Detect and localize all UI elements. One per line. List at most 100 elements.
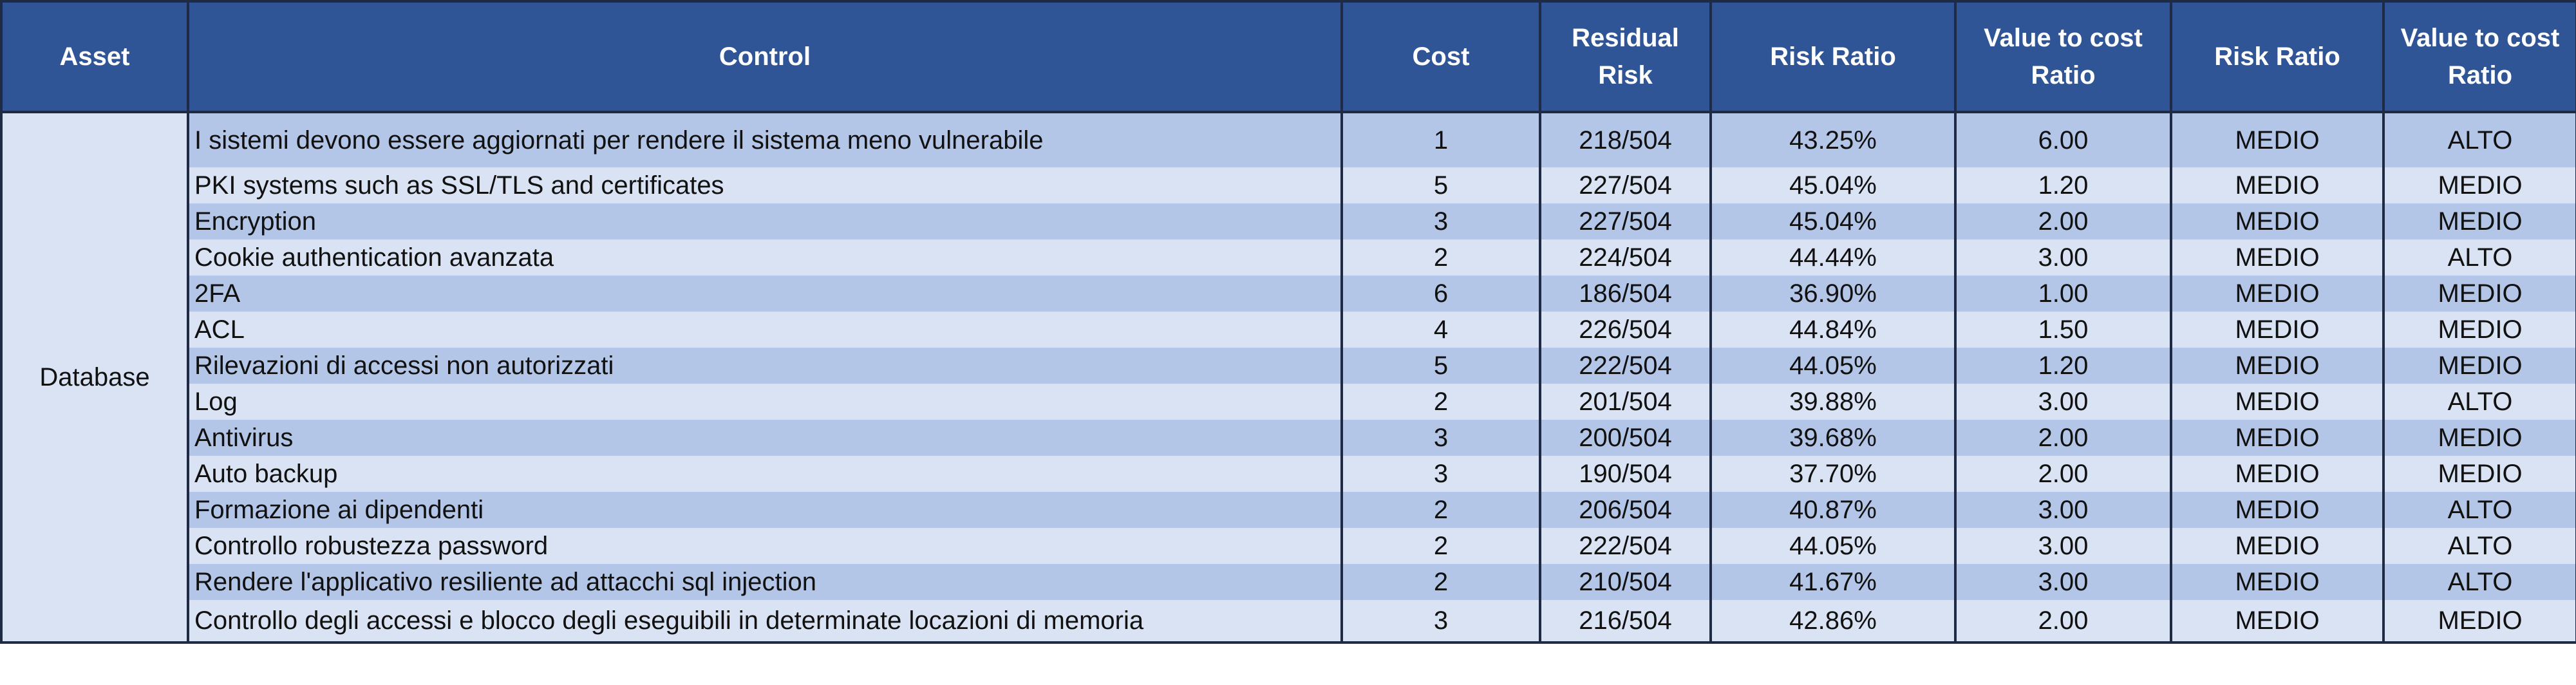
cell-risk-ratio: 37.70% bbox=[1709, 456, 1957, 492]
cell-value-to-cost-level: ALTO bbox=[2382, 112, 2576, 167]
cell-control: Formazione ai dipendenti bbox=[187, 492, 1343, 528]
cell-cost: 2 bbox=[1340, 492, 1541, 528]
cell-risk-ratio: 44.05% bbox=[1709, 348, 1957, 384]
cell-cost: 2 bbox=[1340, 528, 1541, 564]
cell-cost: 6 bbox=[1340, 276, 1541, 312]
cell-residual-risk: 222/504 bbox=[1539, 528, 1712, 564]
cell-control: I sistemi devono essere aggiornati per r… bbox=[187, 112, 1343, 167]
cell-risk-level: MEDIO bbox=[2170, 600, 2385, 644]
header-residual-risk: Residual Risk bbox=[1539, 0, 1712, 113]
cell-residual-risk: 227/504 bbox=[1539, 203, 1712, 239]
cell-value-to-cost-ratio: 2.00 bbox=[1954, 203, 2172, 239]
table-row: Auto backup 3 190/504 37.70% 2.00 MEDIO MEDIO bbox=[1, 456, 2576, 492]
cell-risk-level: MEDIO bbox=[2170, 456, 2385, 492]
cell-risk-level: MEDIO bbox=[2170, 348, 2385, 384]
cell-value-to-cost-level: MEDIO bbox=[2382, 420, 2576, 456]
table-row: Antivirus 3 200/504 39.68% 2.00 MEDIO MEDIO bbox=[1, 420, 2576, 456]
cell-value-to-cost-level: MEDIO bbox=[2382, 456, 2576, 492]
cell-asset: Database bbox=[0, 112, 189, 644]
cell-control: Controllo robustezza password bbox=[187, 528, 1343, 564]
cell-control: PKI systems such as SSL/TLS and certific… bbox=[187, 167, 1343, 203]
table-row: ACL 4 226/504 44.84% 1.50 MEDIO MEDIO bbox=[1, 312, 2576, 348]
cell-value-to-cost-ratio: 3.00 bbox=[1954, 239, 2172, 276]
cell-risk-level: MEDIO bbox=[2170, 528, 2385, 564]
cell-risk-ratio: 42.86% bbox=[1709, 600, 1957, 644]
cell-residual-risk: 216/504 bbox=[1539, 600, 1712, 644]
cell-risk-level: MEDIO bbox=[2170, 564, 2385, 600]
cell-value-to-cost-level: ALTO bbox=[2382, 384, 2576, 420]
cell-control: Controllo degli accessi e blocco degli e… bbox=[187, 600, 1343, 644]
cell-risk-level: MEDIO bbox=[2170, 167, 2385, 203]
cell-residual-risk: 206/504 bbox=[1539, 492, 1712, 528]
cell-control: Rendere l'applicativo resiliente ad atta… bbox=[187, 564, 1343, 600]
cell-risk-level: MEDIO bbox=[2170, 112, 2385, 167]
cell-cost: 3 bbox=[1340, 203, 1541, 239]
cell-risk-ratio: 44.84% bbox=[1709, 312, 1957, 348]
cell-control: Antivirus bbox=[187, 420, 1343, 456]
cell-cost: 2 bbox=[1340, 564, 1541, 600]
cell-value-to-cost-ratio: 6.00 bbox=[1954, 112, 2172, 167]
cell-cost: 2 bbox=[1340, 384, 1541, 420]
cell-risk-level: MEDIO bbox=[2170, 384, 2385, 420]
header-value-to-cost-ratio: Value to cost Ratio bbox=[1954, 0, 2172, 113]
cell-risk-level: MEDIO bbox=[2170, 420, 2385, 456]
header-row: Asset Control Cost Residual Risk Risk Ra… bbox=[0, 0, 2576, 113]
cell-value-to-cost-level: MEDIO bbox=[2382, 348, 2576, 384]
cell-risk-level: MEDIO bbox=[2170, 312, 2385, 348]
cell-risk-ratio: 36.90% bbox=[1709, 276, 1957, 312]
table-row: Controllo robustezza password 2 222/504 44.… bbox=[1, 528, 2576, 564]
header-cost: Cost bbox=[1340, 0, 1541, 113]
cell-control: ACL bbox=[187, 312, 1343, 348]
cell-risk-ratio: 43.25% bbox=[1709, 112, 1957, 167]
table-row: Encryption 3 227/504 45.04% 2.00 MEDIO MEDIO bbox=[1, 203, 2576, 239]
cell-residual-risk: 210/504 bbox=[1539, 564, 1712, 600]
cell-control: Cookie authentication avanzata bbox=[187, 239, 1343, 276]
cell-risk-level: MEDIO bbox=[2170, 492, 2385, 528]
cell-risk-ratio: 40.87% bbox=[1709, 492, 1957, 528]
cell-risk-level: MEDIO bbox=[2170, 276, 2385, 312]
cell-value-to-cost-level: ALTO bbox=[2382, 239, 2576, 276]
table-row: Rendere l'applicativo resiliente ad atta… bbox=[1, 564, 2576, 600]
cell-value-to-cost-ratio: 1.00 bbox=[1954, 276, 2172, 312]
cell-value-to-cost-ratio: 3.00 bbox=[1954, 564, 2172, 600]
cell-cost: 5 bbox=[1340, 348, 1541, 384]
cell-cost: 1 bbox=[1340, 112, 1541, 167]
cell-value-to-cost-level: ALTO bbox=[2382, 492, 2576, 528]
table-row: Controllo degli accessi e blocco degli e… bbox=[1, 600, 2576, 644]
cell-residual-risk: 224/504 bbox=[1539, 239, 1712, 276]
cell-cost: 5 bbox=[1340, 167, 1541, 203]
cell-cost: 3 bbox=[1340, 420, 1541, 456]
cell-risk-ratio: 45.04% bbox=[1709, 203, 1957, 239]
cell-value-to-cost-ratio: 1.20 bbox=[1954, 348, 2172, 384]
table-row: Formazione ai dipendenti 2 206/504 40.87% 3.… bbox=[1, 492, 2576, 528]
cell-residual-risk: 201/504 bbox=[1539, 384, 1712, 420]
cell-value-to-cost-level: MEDIO bbox=[2382, 167, 2576, 203]
cell-value-to-cost-ratio: 3.00 bbox=[1954, 528, 2172, 564]
cell-residual-risk: 190/504 bbox=[1539, 456, 1712, 492]
cell-cost: 3 bbox=[1340, 600, 1541, 644]
cell-value-to-cost-ratio: 2.00 bbox=[1954, 600, 2172, 644]
header-risk-ratio-level: Risk Ratio bbox=[2170, 0, 2385, 113]
table-row: PKI systems such as SSL/TLS and certific… bbox=[1, 167, 2576, 203]
cell-control: Auto backup bbox=[187, 456, 1343, 492]
cell-risk-ratio: 39.68% bbox=[1709, 420, 1957, 456]
cell-residual-risk: 226/504 bbox=[1539, 312, 1712, 348]
cell-residual-risk: 227/504 bbox=[1539, 167, 1712, 203]
cell-value-to-cost-ratio: 3.00 bbox=[1954, 384, 2172, 420]
cell-risk-ratio: 39.88% bbox=[1709, 384, 1957, 420]
cell-risk-ratio: 44.44% bbox=[1709, 239, 1957, 276]
cell-residual-risk: 186/504 bbox=[1539, 276, 1712, 312]
cell-value-to-cost-level: ALTO bbox=[2382, 528, 2576, 564]
cell-value-to-cost-ratio: 2.00 bbox=[1954, 420, 2172, 456]
cell-value-to-cost-level: MEDIO bbox=[2382, 600, 2576, 644]
cell-value-to-cost-ratio: 1.20 bbox=[1954, 167, 2172, 203]
cell-cost: 3 bbox=[1340, 456, 1541, 492]
cell-cost: 4 bbox=[1340, 312, 1541, 348]
header-risk-ratio: Risk Ratio bbox=[1709, 0, 1957, 113]
header-control: Control bbox=[187, 0, 1343, 113]
cell-value-to-cost-level: MEDIO bbox=[2382, 312, 2576, 348]
cell-risk-ratio: 44.05% bbox=[1709, 528, 1957, 564]
cell-residual-risk: 222/504 bbox=[1539, 348, 1712, 384]
cell-value-to-cost-level: ALTO bbox=[2382, 564, 2576, 600]
